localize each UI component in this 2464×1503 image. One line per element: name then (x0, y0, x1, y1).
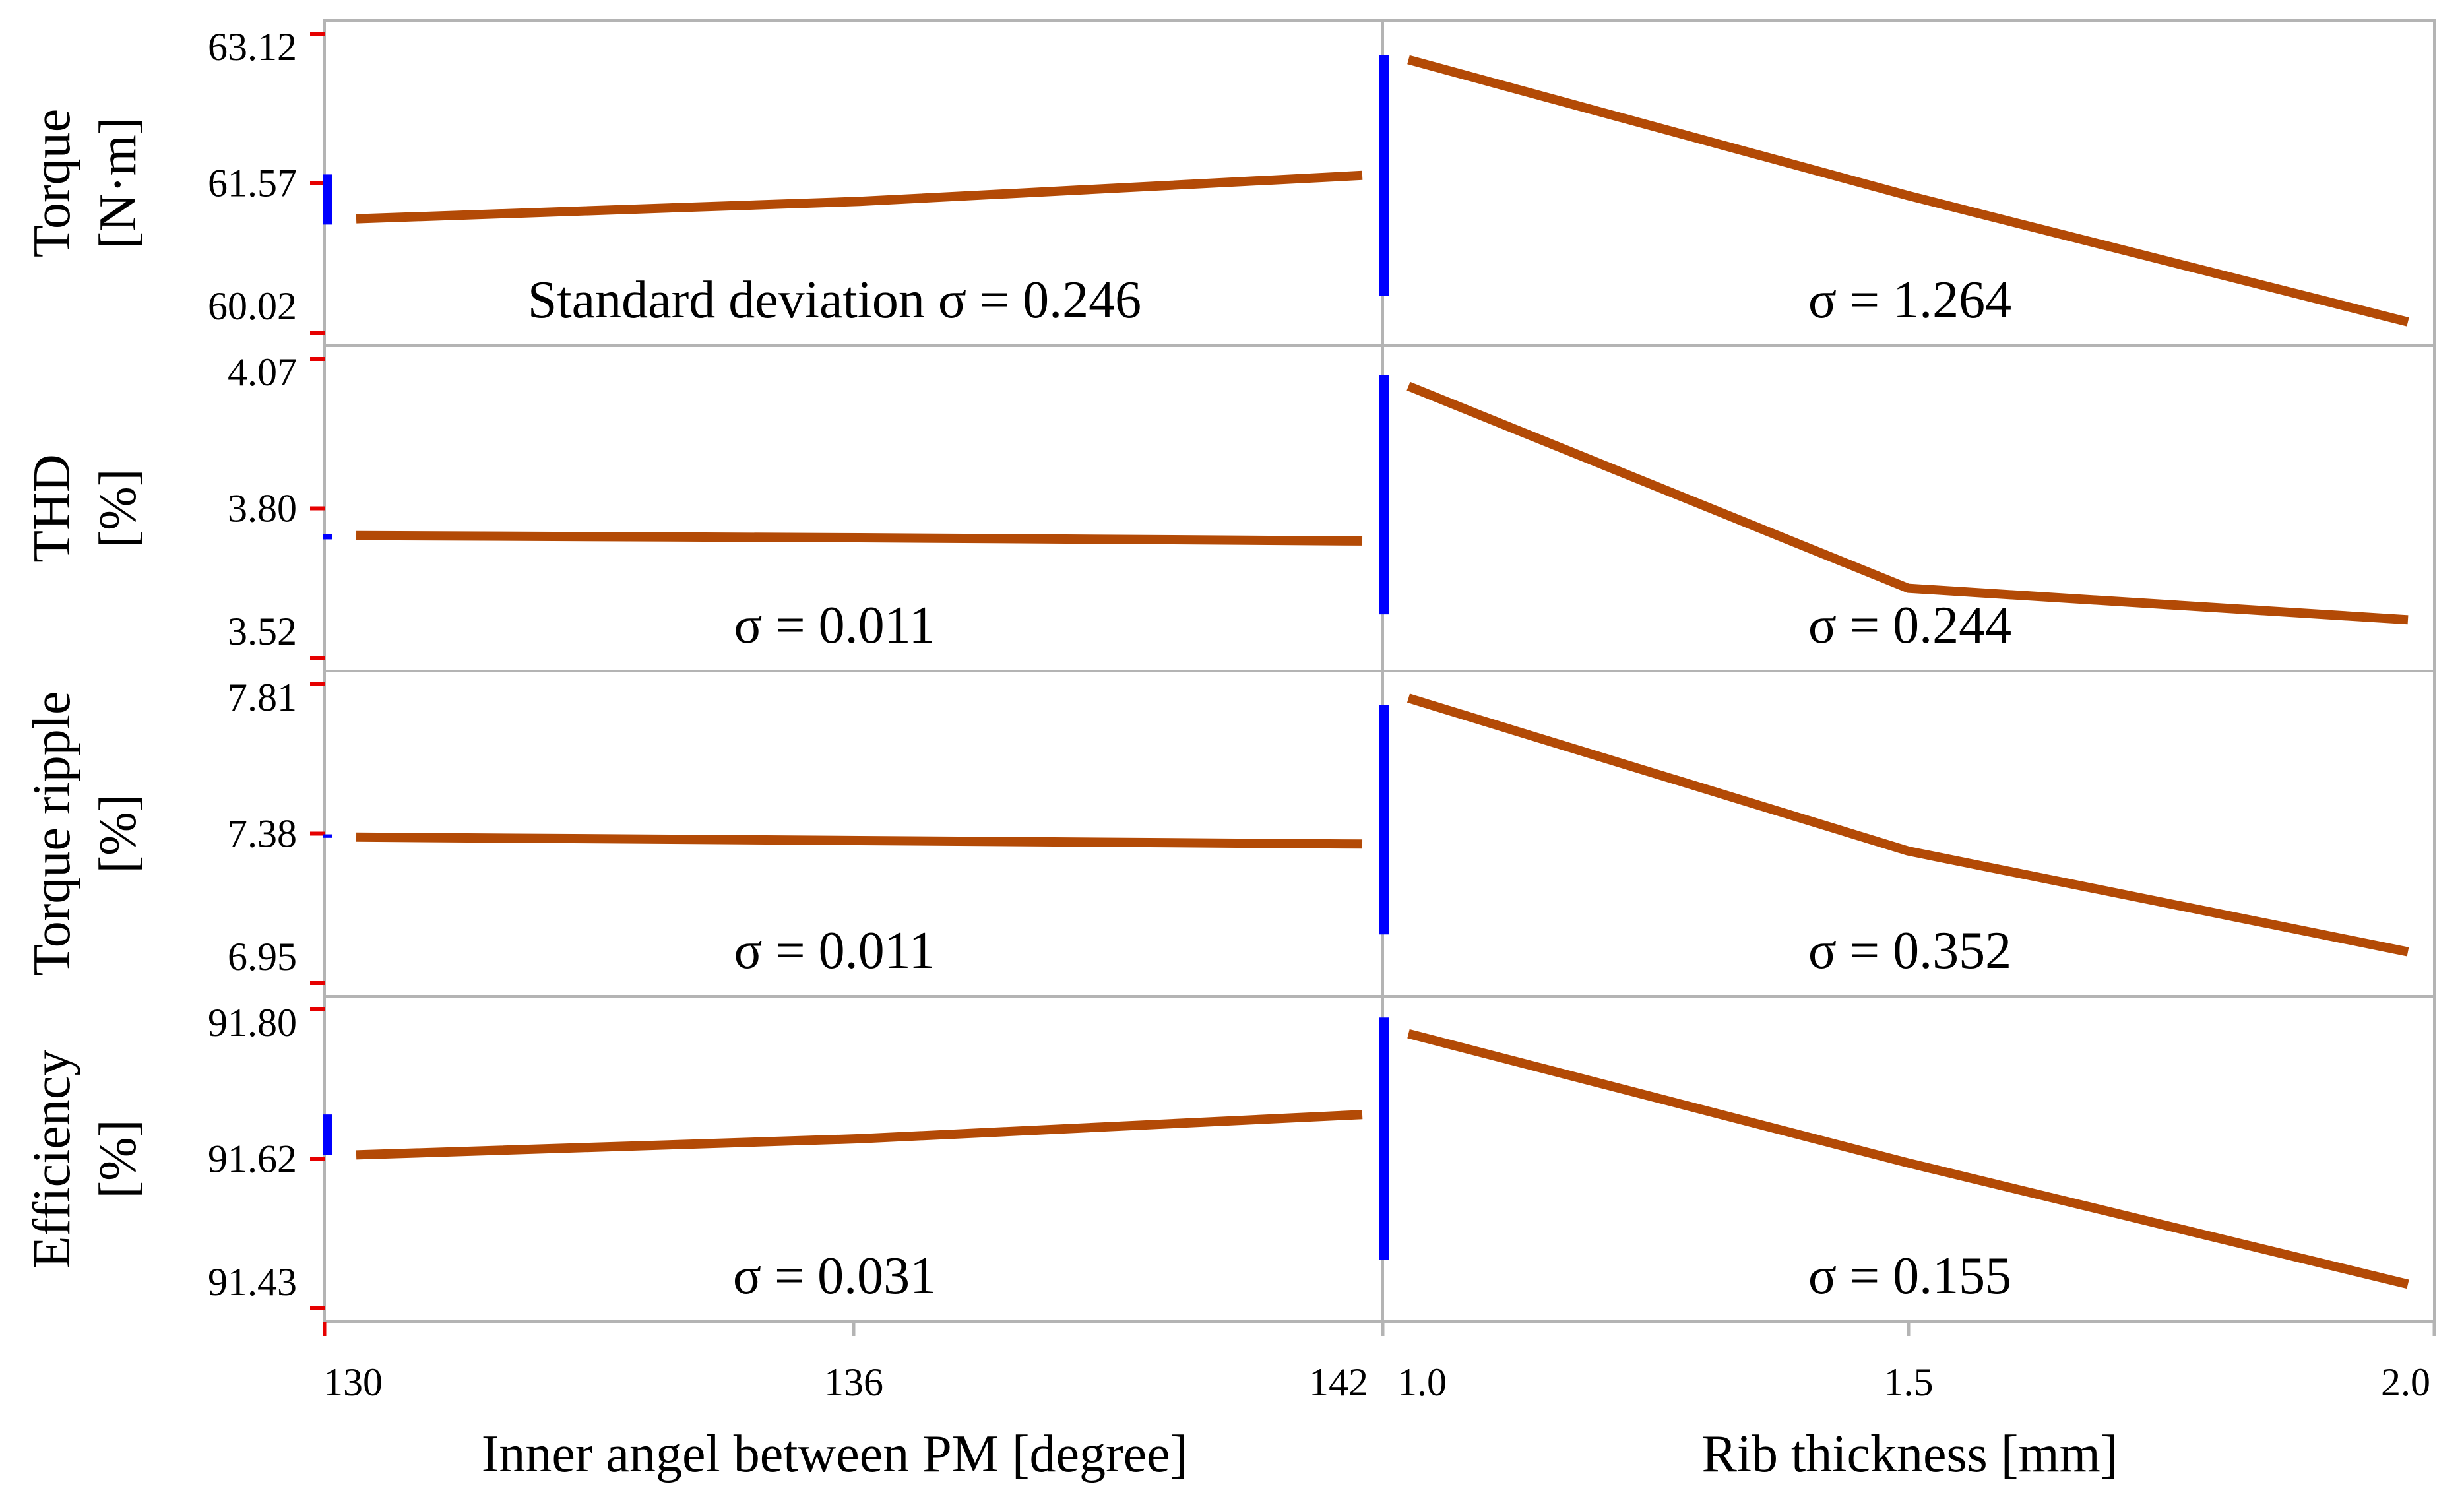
y-axis-unit: [N·m] (89, 117, 147, 249)
y-tick-label: 7.81 (228, 676, 297, 719)
y-tick-label: 4.07 (228, 350, 297, 394)
x-tick-label: 1.5 (1884, 1360, 1934, 1404)
y-axis-label: Torque ripple (23, 691, 81, 976)
y-tick-label: 60.02 (208, 284, 297, 328)
x-tick-label: 130 (323, 1360, 383, 1404)
y-axis-label: Torque (23, 109, 81, 257)
main-effect-line (1406, 693, 2409, 957)
main-effect-line (1407, 1029, 2409, 1289)
x-tick-label: 2.0 (2381, 1360, 2430, 1404)
y-axis-unit: [%] (89, 794, 147, 874)
x-axis-label: Rib thickness [mm] (1701, 1425, 2118, 1483)
main-effect-line (1407, 55, 2409, 327)
y-tick-label: 91.43 (208, 1260, 297, 1304)
y-tick-label: 91.62 (208, 1137, 297, 1181)
sigma-label: σ = 0.011 (734, 922, 935, 980)
y-tick-label: 61.57 (208, 162, 297, 205)
y-tick-label: 6.95 (228, 935, 297, 978)
sigma-label: σ = 1.264 (1808, 271, 2011, 329)
sigma-label: σ = 0.011 (734, 596, 935, 655)
y-axis-label: Efficiency (23, 1050, 81, 1269)
y-tick-label: 7.38 (228, 812, 297, 856)
sigma-label: σ = 0.031 (733, 1247, 936, 1305)
x-axis-label: Inner angel between PM [degree] (482, 1425, 1188, 1483)
x-tick-label: 136 (824, 1360, 883, 1404)
y-tick-label: 63.12 (208, 25, 297, 69)
sigma-label: σ = 0.244 (1808, 596, 2011, 655)
main-effect-line (356, 1110, 1363, 1160)
main-effect-line (356, 530, 1363, 546)
main-effect-line (1406, 381, 2409, 625)
y-tick-label: 3.52 (228, 610, 297, 653)
main-effect-line (356, 170, 1363, 224)
y-axis-unit: [%] (89, 469, 147, 548)
y-tick-label: 3.80 (228, 487, 297, 530)
x-tick-label: 1.0 (1397, 1360, 1447, 1404)
x-tick-label: 142 (1309, 1360, 1368, 1404)
sigma-label: σ = 0.352 (1808, 922, 2011, 980)
y-tick-label: 91.80 (208, 1001, 297, 1044)
sigma-label: Standard deviation σ = 0.246 (528, 271, 1141, 329)
y-axis-label: THD (23, 454, 81, 562)
sigma-label: σ = 0.155 (1808, 1247, 2011, 1305)
y-axis-unit: [%] (89, 1120, 147, 1199)
main-effect-line (356, 832, 1363, 849)
